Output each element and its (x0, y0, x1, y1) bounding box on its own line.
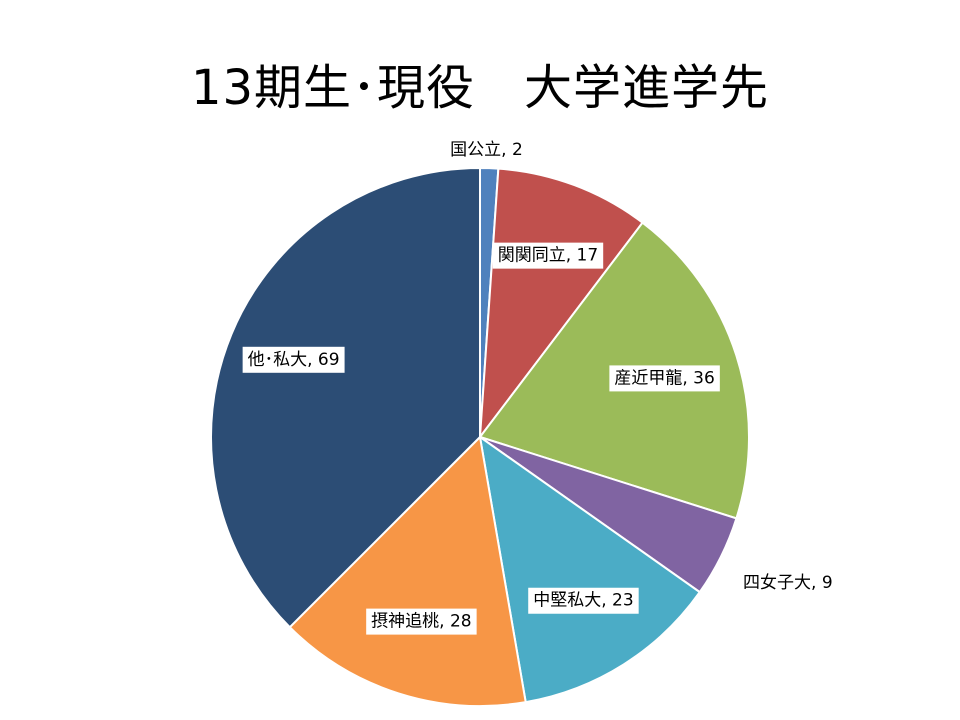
pie-slice (478, 434, 702, 704)
pie-data-label-background (445, 137, 528, 163)
pie-data-label: 関関同立, 17 (492, 242, 604, 269)
pie-data-label: 国公立, 2 (445, 137, 528, 163)
pie-data-label-text: 中堅私大, 23 (533, 591, 633, 611)
pie-data-label: 摂神追桃, 28 (366, 608, 477, 635)
pie-data-label-background (738, 570, 838, 597)
pie-data-label-background (492, 242, 604, 269)
pie-data-label-background (609, 365, 720, 392)
pie-slice (210, 166, 481, 629)
pie-slice (478, 167, 644, 441)
pie-data-label-text: 摂神追桃, 28 (371, 612, 471, 632)
pie-data-label: 四女子大, 9 (738, 570, 838, 597)
pie-data-label-background (242, 346, 345, 373)
pie-data-label-text: 国公立, 2 (450, 140, 523, 160)
pie-data-label-background (366, 608, 477, 635)
pie-data-label-text: 産近甲龍, 36 (614, 368, 714, 388)
pie-data-label: 中堅私大, 23 (528, 587, 639, 614)
pie-data-label: 他･私大, 69 (242, 346, 345, 373)
pie-data-label-background (528, 587, 639, 614)
pie-data-label-text: 他･私大, 69 (248, 350, 340, 370)
pie-data-label: 産近甲龍, 36 (609, 365, 720, 392)
pie-slice (288, 434, 527, 707)
chart-title: 13期生･現役 大学進学先 (190, 60, 770, 116)
pie-data-label-text: 四女子大, 9 (743, 573, 833, 593)
pie-data-labels: 国公立, 2 関関同立, 17 産近甲龍, 36 四女子大, 9 中堅私大, 23 摂神追… (242, 137, 838, 635)
pie-slices (210, 166, 750, 707)
pie-data-label-text: 関関同立, 17 (498, 246, 598, 266)
